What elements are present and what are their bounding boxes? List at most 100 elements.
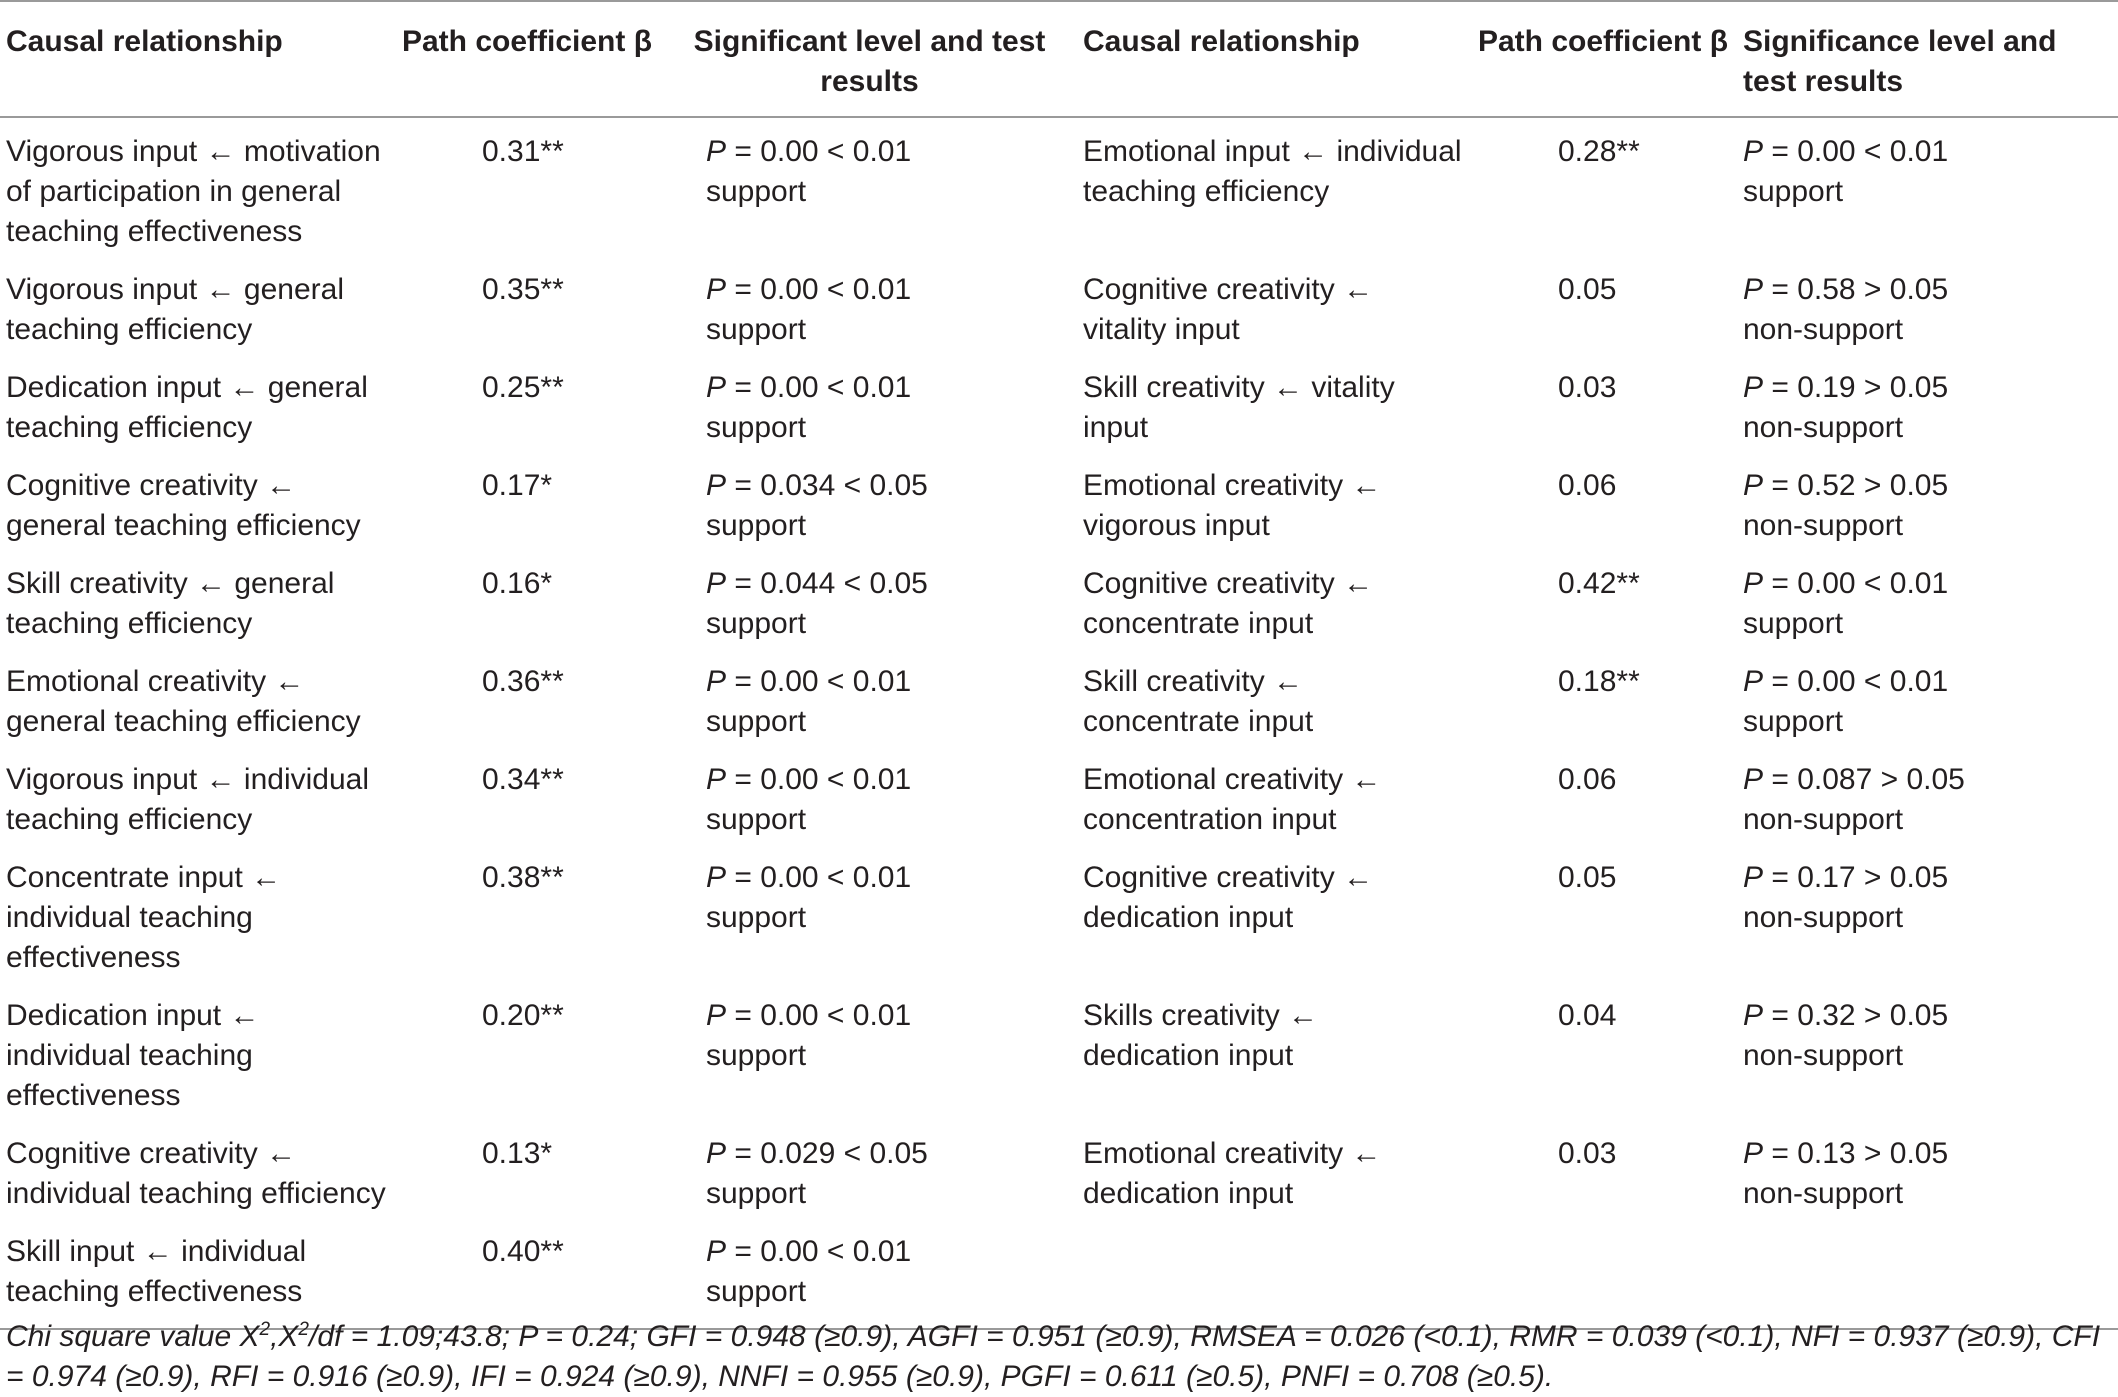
path-coefficient-right: 0.05 [1558, 861, 1617, 894]
path-coefficient-right: 0.28** [1558, 135, 1640, 168]
path-coefficient-left: 0.17* [482, 469, 553, 502]
test-result: non-support [1743, 509, 1904, 542]
causal-relationship-left: Concentrate input ← individual teaching … [6, 861, 282, 974]
p-value: = 0.00 < 0.01 [726, 665, 912, 698]
footnote-superscript-2: 2 [298, 1319, 309, 1340]
p-value: = 0.00 < 0.01 [1763, 567, 1949, 600]
causal-relationship-left: Emotional creativity ← general teaching … [6, 665, 361, 738]
p-value-line: P = 0.00 < 0.01 [706, 132, 1071, 172]
causal-relationship-left: Skill creativity ← general teaching effi… [6, 567, 335, 640]
table-footnote: Chi square value X2,X2/df = 1.09;43.8; P… [6, 1317, 2106, 1397]
test-result: support [1743, 705, 1844, 738]
p-label: P [706, 1235, 727, 1268]
table-row: Vigorous input ← individual teaching eff… [0, 751, 2118, 849]
footnote-prefix: Chi square value X [6, 1320, 260, 1353]
path-coefficient-left: 0.38** [482, 861, 564, 894]
test-result: support [706, 175, 807, 208]
causal-relationship-right: Cognitive creativity ← dedication input [1083, 861, 1374, 934]
path-coefficient-left: 0.16* [482, 567, 553, 600]
p-value-line: P = 0.00 < 0.01 [1743, 132, 2112, 172]
causal-relationship-left: Dedication input ← general teaching effi… [6, 371, 368, 444]
significance-right: P = 0.00 < 0.01 support [1737, 117, 2118, 261]
causal-relationship-right: Cognitive creativity ← vitality input [1083, 273, 1374, 346]
p-value: = 0.029 < 0.05 [726, 1137, 928, 1170]
significance-right: P = 0.58 > 0.05 non-support [1737, 261, 2118, 359]
p-value: = 0.52 > 0.05 [1763, 469, 1949, 502]
p-label: P [706, 861, 727, 894]
p-value: = 0.00 < 0.01 [1763, 665, 1949, 698]
p-label: P [706, 665, 727, 698]
causal-relationship-left: Vigorous input ← motivation of participa… [6, 135, 381, 248]
path-coefficient-left: 0.36** [482, 665, 564, 698]
test-result: non-support [1743, 901, 1904, 934]
p-value-line: P = 0.58 > 0.05 [1743, 270, 2112, 310]
header-significance-right: Significance level and test results [1743, 25, 2057, 98]
causal-relationship-left: Skill input ← individual teaching effect… [6, 1235, 307, 1308]
p-value: = 0.58 > 0.05 [1763, 273, 1949, 306]
path-coefficient-right: 0.06 [1558, 469, 1617, 502]
causal-relationship-left: Dedication input ← individual teaching e… [6, 999, 260, 1112]
p-value-line: P = 0.00 < 0.01 [706, 662, 1071, 702]
p-value-line: P = 0.00 < 0.01 [1743, 564, 2112, 604]
p-value: = 0.32 > 0.05 [1763, 999, 1949, 1032]
p-value-line: P = 0.19 > 0.05 [1743, 368, 2112, 408]
test-result: support [706, 901, 807, 934]
table-row: Cognitive creativity ← individual teachi… [0, 1125, 2118, 1223]
path-coefficient-left: 0.35** [482, 273, 564, 306]
header-path-coefficient-left: Path coefficient β [401, 25, 653, 58]
causal-relationship-right [1077, 1223, 1469, 1329]
significance-right: P = 0.00 < 0.01 support [1737, 653, 2118, 751]
p-label: P [706, 763, 727, 796]
p-value-line: P = 0.00 < 0.01 [706, 368, 1071, 408]
table-row: Dedication input ← individual teaching e… [0, 987, 2118, 1125]
p-label: P [1743, 273, 1764, 306]
p-label: P [1743, 469, 1764, 502]
p-label: P [706, 1137, 727, 1170]
test-result: non-support [1743, 1039, 1904, 1072]
table-row: Skill input ← individual teaching effect… [0, 1223, 2118, 1329]
p-label: P [1743, 135, 1764, 168]
path-coefficient-table: Causal relationship Path coefficient β S… [0, 1, 2118, 1329]
path-coefficient-left: 0.20** [482, 999, 564, 1032]
p-label: P [1743, 763, 1764, 796]
p-value-line: P = 0.034 < 0.05 [706, 466, 1071, 506]
causal-relationship-right: Skill creativity ← concentrate input [1083, 665, 1314, 738]
p-label: P [706, 371, 727, 404]
test-result: support [1743, 175, 1844, 208]
p-value-line: P = 0.52 > 0.05 [1743, 466, 2112, 506]
significance-left: P = 0.00 < 0.01 support [662, 751, 1077, 849]
header-causal-relationship-right: Causal relationship [1083, 25, 1360, 58]
path-coefficient-left: 0.13* [482, 1137, 553, 1170]
path-coefficient-left: 0.40** [482, 1235, 564, 1268]
footnote-statistics: /df = 1.09;43.8; P = 0.24; GFI = 0.948 (… [6, 1320, 2101, 1393]
table-row: Cognitive creativity ← general teaching … [0, 457, 2118, 555]
significance-right: P = 0.00 < 0.01 support [1737, 555, 2118, 653]
path-coefficient-left: 0.25** [482, 371, 564, 404]
path-coefficient-right [1469, 1223, 1737, 1329]
path-coefficient-right: 0.06 [1558, 763, 1617, 796]
significance-left: P = 0.029 < 0.05 support [662, 1125, 1077, 1223]
path-coefficient-left: 0.34** [482, 763, 564, 796]
header-path-coefficient-right: Path coefficient β [1477, 25, 1729, 58]
causal-relationship-right: Emotional creativity ← dedication input [1083, 1137, 1382, 1210]
significance-left: P = 0.00 < 0.01 support [662, 261, 1077, 359]
p-value: = 0.00 < 0.01 [726, 1235, 912, 1268]
p-label: P [706, 135, 727, 168]
p-value: = 0.17 > 0.05 [1763, 861, 1949, 894]
p-value: = 0.00 < 0.01 [1763, 135, 1949, 168]
significance-left: P = 0.00 < 0.01 support [662, 653, 1077, 751]
p-value-line: P = 0.13 > 0.05 [1743, 1134, 2112, 1174]
significance-left: P = 0.00 < 0.01 support [662, 987, 1077, 1125]
path-coefficient-left: 0.31** [482, 135, 564, 168]
footnote-mid: ,X [270, 1320, 299, 1353]
p-value-line: P = 0.00 < 0.01 [706, 270, 1071, 310]
p-value: = 0.034 < 0.05 [726, 469, 928, 502]
significance-right: P = 0.52 > 0.05 non-support [1737, 457, 2118, 555]
test-result: support [706, 1177, 807, 1210]
p-value: = 0.00 < 0.01 [726, 999, 912, 1032]
p-label: P [706, 273, 727, 306]
table-header: Causal relationship Path coefficient β S… [0, 1, 2118, 117]
p-label: P [1743, 999, 1764, 1032]
p-value: = 0.00 < 0.01 [726, 135, 912, 168]
p-value: = 0.044 < 0.05 [726, 567, 928, 600]
